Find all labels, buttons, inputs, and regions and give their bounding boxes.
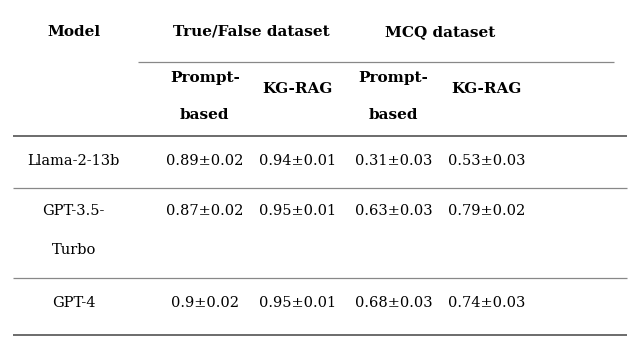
Text: 0.31±0.03: 0.31±0.03: [355, 154, 432, 168]
Text: 0.79±0.02: 0.79±0.02: [448, 204, 525, 218]
Text: 0.95±0.01: 0.95±0.01: [259, 296, 336, 310]
Text: Turbo: Turbo: [51, 242, 96, 257]
Text: based: based: [369, 108, 419, 122]
Text: based: based: [180, 108, 230, 122]
Text: MCQ dataset: MCQ dataset: [385, 25, 495, 39]
Text: GPT-3.5-: GPT-3.5-: [42, 204, 105, 218]
Text: 0.95±0.01: 0.95±0.01: [259, 204, 336, 218]
Text: KG-RAG: KG-RAG: [262, 82, 333, 96]
Text: 0.63±0.03: 0.63±0.03: [355, 204, 433, 218]
Text: 0.68±0.03: 0.68±0.03: [355, 296, 433, 310]
Text: 0.87±0.02: 0.87±0.02: [166, 204, 243, 218]
Text: KG-RAG: KG-RAG: [451, 82, 522, 96]
Text: Prompt-: Prompt-: [358, 71, 429, 85]
Text: GPT-4: GPT-4: [52, 296, 95, 310]
Text: 0.74±0.03: 0.74±0.03: [448, 296, 525, 310]
Text: Model: Model: [47, 25, 100, 39]
Text: 0.94±0.01: 0.94±0.01: [259, 154, 336, 168]
Text: True/False dataset: True/False dataset: [173, 25, 330, 39]
Text: 0.9±0.02: 0.9±0.02: [171, 296, 239, 310]
Text: 0.89±0.02: 0.89±0.02: [166, 154, 243, 168]
Text: 0.53±0.03: 0.53±0.03: [447, 154, 525, 168]
Text: Llama-2-13b: Llama-2-13b: [28, 154, 120, 168]
Text: Prompt-: Prompt-: [170, 71, 240, 85]
